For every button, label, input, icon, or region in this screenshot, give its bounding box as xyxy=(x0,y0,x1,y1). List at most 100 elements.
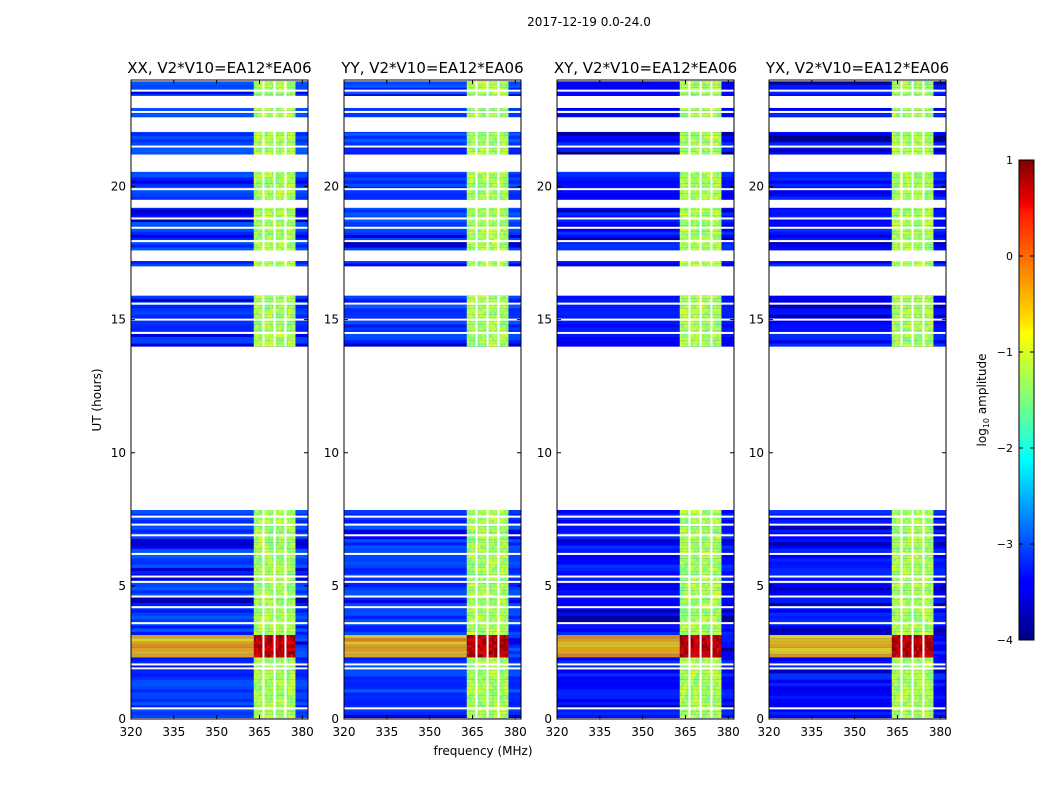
rfi-cell xyxy=(260,589,264,594)
rfi-cell xyxy=(281,183,284,187)
rfi-cell xyxy=(480,336,484,341)
rfi-cell xyxy=(260,215,264,219)
background-cell xyxy=(131,513,308,517)
rfi-cell xyxy=(482,583,486,588)
background-cell xyxy=(131,189,308,194)
rfi-cell xyxy=(494,339,497,344)
rfi-cell xyxy=(267,685,271,690)
rfi-cell xyxy=(278,589,282,594)
rfi-cell xyxy=(267,596,271,600)
rfi-cell xyxy=(487,554,490,559)
rfi-cell xyxy=(274,81,277,85)
rfi-cell xyxy=(507,192,509,197)
rfi-cell xyxy=(276,90,280,95)
rfi-cell xyxy=(258,557,261,562)
rfi-cell xyxy=(253,113,257,117)
rfi-cell xyxy=(292,138,296,143)
rfi-cell xyxy=(276,208,280,213)
background-cell xyxy=(131,295,308,299)
rfi-cell xyxy=(292,90,296,95)
rfi-cell xyxy=(491,634,495,639)
rfi-cell xyxy=(471,583,474,588)
rfi-cell xyxy=(278,132,282,136)
rfi-cell xyxy=(292,263,296,267)
rfi-cell xyxy=(498,669,502,674)
rfi-cell xyxy=(494,333,497,338)
rfi-cell xyxy=(471,259,474,264)
rfi-cell xyxy=(505,295,509,299)
rfi-cell xyxy=(489,509,493,514)
rfi-cell xyxy=(480,637,484,642)
rfi-cell xyxy=(265,240,268,245)
rfi-cell xyxy=(260,189,264,194)
rfi-cell xyxy=(482,327,486,331)
rfi-cell xyxy=(281,132,284,136)
rfi-cell xyxy=(267,612,271,616)
rfi-cell xyxy=(267,589,271,594)
rfi-cell xyxy=(258,180,261,184)
rfi-cell xyxy=(471,628,474,632)
rfi-cell xyxy=(294,298,296,302)
rfi-cell xyxy=(292,618,296,623)
rfi-cell xyxy=(480,669,484,674)
rfi-cell xyxy=(256,589,259,594)
rfi-cell xyxy=(487,519,490,524)
rfi-cell xyxy=(272,567,275,572)
rfi-cell xyxy=(278,682,282,687)
rfi-cell xyxy=(292,304,296,309)
rfi-cell xyxy=(276,682,280,687)
rfi-cell xyxy=(487,660,490,664)
rfi-cell xyxy=(473,612,477,616)
rfi-cell xyxy=(501,708,504,712)
rfi-cell xyxy=(281,593,284,597)
rfi-cell xyxy=(469,343,472,347)
rfi-cell xyxy=(278,679,282,683)
rfi-cell xyxy=(482,567,486,572)
rfi-cell xyxy=(498,259,502,264)
rfi-cell xyxy=(274,554,277,559)
rfi-cell xyxy=(489,570,493,575)
rfi-cell xyxy=(494,196,497,200)
rfi-cell xyxy=(269,314,273,318)
rfi-cell xyxy=(265,224,268,229)
rfi-cell xyxy=(491,708,495,712)
rfi-cell xyxy=(466,314,470,318)
rfi-cell xyxy=(505,631,509,635)
rfi-cell xyxy=(260,148,264,152)
rfi-cell xyxy=(292,653,296,658)
rfi-cell xyxy=(482,224,486,229)
rfi-cell xyxy=(272,586,275,591)
channel-gap xyxy=(273,295,276,347)
rfi-cell xyxy=(267,711,271,715)
rfi-cell xyxy=(290,173,293,178)
rfi-cell xyxy=(485,695,488,699)
rfi-cell xyxy=(471,711,474,715)
rfi-cell xyxy=(285,538,289,543)
rfi-cell xyxy=(473,554,477,559)
rfi-cell xyxy=(469,647,472,651)
rfi-cell xyxy=(469,644,472,648)
rfi-cell xyxy=(494,189,497,194)
rfi-cell xyxy=(292,583,296,588)
rfi-cell xyxy=(267,141,271,146)
rfi-cell xyxy=(494,625,497,629)
background-cell xyxy=(131,679,308,683)
rfi-cell xyxy=(480,644,484,648)
rfi-cell xyxy=(285,583,289,588)
rfi-cell xyxy=(274,714,277,719)
rfi-cell xyxy=(265,586,268,591)
rfi-cell xyxy=(487,628,490,632)
rfi-cell xyxy=(260,333,264,338)
background-cell xyxy=(344,327,521,331)
rfi-cell xyxy=(480,609,484,613)
rfi-cell xyxy=(485,676,488,680)
rfi-cell xyxy=(505,672,509,677)
rfi-cell xyxy=(489,224,493,229)
rfi-cell xyxy=(505,541,509,546)
rfi-cell xyxy=(480,567,484,572)
rfi-cell xyxy=(278,612,282,616)
rfi-cell xyxy=(285,682,289,687)
rfi-cell xyxy=(256,634,259,639)
rfi-cell xyxy=(469,532,472,536)
background-cell xyxy=(344,538,521,543)
